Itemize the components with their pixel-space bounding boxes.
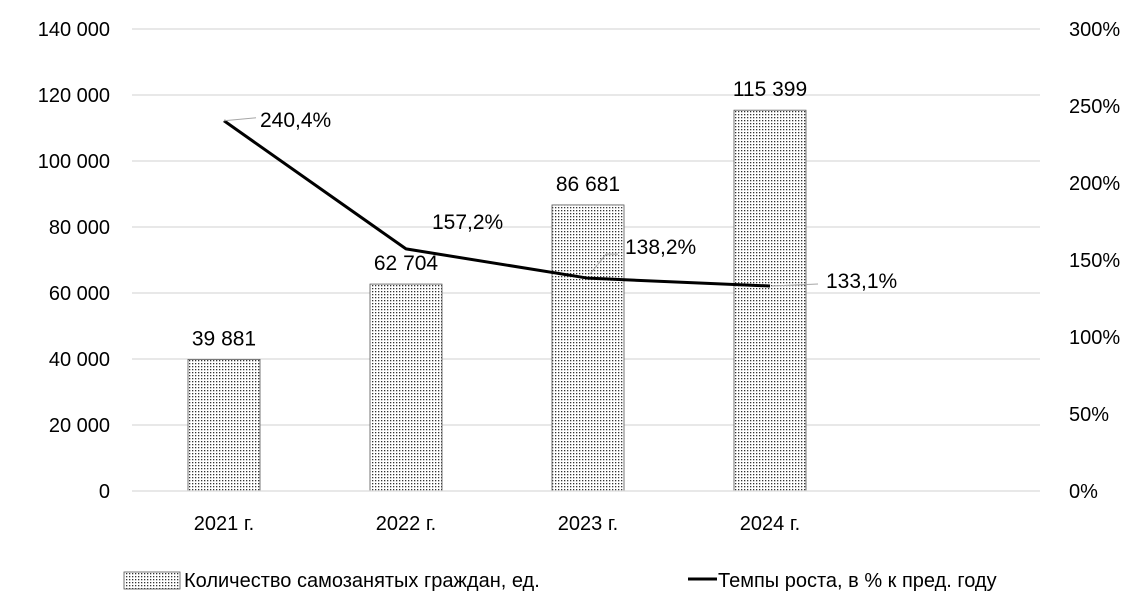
x-tick-label: 2024 г. [740,513,800,535]
legend-label-bar: Количество самозанятых граждан, ед. [184,570,540,591]
bar [369,283,443,492]
x-tick-label: 2023 г. [558,513,618,535]
left-tick-label: 60 000 [49,283,110,305]
legend-label-line: Темпы роста, в % к пред. году [718,570,997,591]
line-value-label: 157,2% [432,211,503,234]
bar-series [187,109,807,492]
right-tick-label: 50% [1069,404,1109,426]
bar-value-label: 115 399 [733,78,807,101]
leader-line [223,117,257,122]
right-tick-label: 300% [1069,19,1120,41]
left-tick-label: 140 000 [38,19,110,41]
bar [733,109,807,492]
left-tick-label: 0 [99,481,110,503]
bar-value-label: 62 704 [374,252,439,275]
right-y-axis: 0% 50% 100% 150% 200% 250% 300% [1069,19,1120,503]
line-value-label: 133,1% [826,270,897,293]
leader-line [771,283,819,287]
right-tick-label: 200% [1069,173,1120,195]
bar [551,204,625,492]
right-tick-label: 150% [1069,250,1120,272]
x-tick-label: 2022 г. [376,513,436,535]
legend: Количество самозанятых граждан, ед. Темп… [123,570,997,591]
left-y-axis: 0 20 000 40 000 60 000 80 000 100 000 120 000 1… [38,19,110,503]
right-tick-label: 100% [1069,327,1120,349]
left-tick-label: 80 000 [49,217,110,239]
left-tick-label: 120 000 [38,85,110,107]
bar [187,358,261,492]
bar-value-label: 86 681 [556,173,620,196]
line-value-label: 138,2% [625,236,696,259]
data-labels: 39 881 62 704 86 681 115 399 240,4% 157,2% 138… [192,78,897,350]
legend-swatch-bar [123,571,181,590]
leader-line [589,253,618,275]
x-tick-label: 2021 г. [194,513,254,535]
bar-value-label: 39 881 [192,327,256,350]
line-series [223,119,771,288]
left-tick-label: 40 000 [49,349,110,371]
left-tick-label: 20 000 [49,415,110,437]
right-tick-label: 0% [1069,481,1098,503]
right-tick-label: 250% [1069,96,1120,118]
line-value-label: 240,4% [260,109,331,132]
left-tick-label: 100 000 [38,151,110,173]
x-axis: 2021 г. 2022 г. 2023 г. 2024 г. [132,490,1040,535]
growth-rate-line [223,119,771,288]
